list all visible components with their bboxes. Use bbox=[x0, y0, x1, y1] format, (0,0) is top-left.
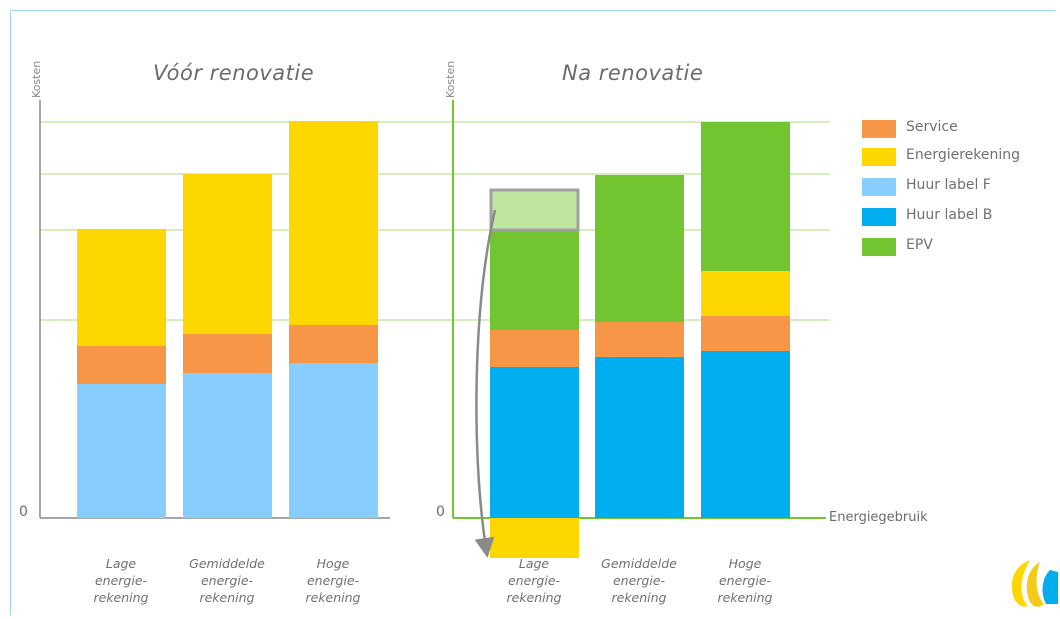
legend-swatch bbox=[862, 148, 896, 166]
bar-huur-label-f bbox=[183, 373, 272, 518]
bar-service bbox=[701, 316, 790, 351]
legend-swatch bbox=[862, 208, 896, 226]
bar-huur-label-b bbox=[595, 357, 684, 518]
highlight-epv-segment bbox=[489, 188, 580, 232]
category-label: Hoge energie- rekening bbox=[305, 556, 361, 605]
zero-label-voor: 0 bbox=[19, 504, 28, 520]
bar-service bbox=[183, 334, 272, 373]
zero-label-na: 0 bbox=[436, 504, 445, 520]
bar-energierekening bbox=[701, 271, 790, 316]
bar-energierekening bbox=[490, 518, 579, 558]
bar-epv bbox=[701, 122, 790, 271]
legend-label: EPV bbox=[906, 237, 933, 253]
bar-service bbox=[289, 325, 378, 363]
chart-title-na: Na renovatie bbox=[562, 61, 704, 85]
bar-huur-label-b bbox=[490, 367, 579, 518]
legend-label: Huur label B bbox=[906, 207, 993, 223]
shift-arrow bbox=[474, 209, 497, 558]
bar-service bbox=[490, 330, 579, 367]
bar-service bbox=[77, 346, 166, 384]
category-label: Lage energie- rekening bbox=[506, 556, 562, 605]
category-label: Gemiddelde energie- rekening bbox=[601, 556, 677, 605]
bar-service bbox=[595, 322, 684, 357]
bar-energierekening bbox=[183, 174, 272, 334]
y-axis-label-na: Kosten bbox=[444, 60, 457, 98]
category-label: Hoge energie- rekening bbox=[717, 556, 773, 605]
legend-swatch bbox=[862, 178, 896, 196]
bar-huur-label-b bbox=[701, 351, 790, 518]
bar-huur-label-f bbox=[289, 363, 378, 518]
legend-swatch bbox=[862, 238, 896, 256]
bar-huur-label-f bbox=[77, 384, 166, 518]
chart-title-voor: Vóór renovatie bbox=[153, 61, 315, 85]
category-label: Lage energie- rekening bbox=[93, 556, 149, 605]
legend-label: Service bbox=[906, 119, 958, 135]
legend-label: Huur label F bbox=[906, 177, 991, 193]
y-axis-label-voor: Kosten bbox=[30, 60, 43, 98]
company-logo-icon bbox=[1011, 560, 1058, 607]
x-axis-label-energiegebruik: Energiegebruik bbox=[829, 510, 928, 525]
bar-energierekening bbox=[289, 121, 378, 325]
bar-epv bbox=[595, 175, 684, 322]
category-label: Gemiddelde energie- rekening bbox=[189, 556, 265, 605]
bar-energierekening bbox=[77, 229, 166, 346]
slide-frame bbox=[10, 10, 1055, 615]
legend-swatch bbox=[862, 120, 896, 138]
legend-label: Energierekening bbox=[906, 147, 1021, 163]
